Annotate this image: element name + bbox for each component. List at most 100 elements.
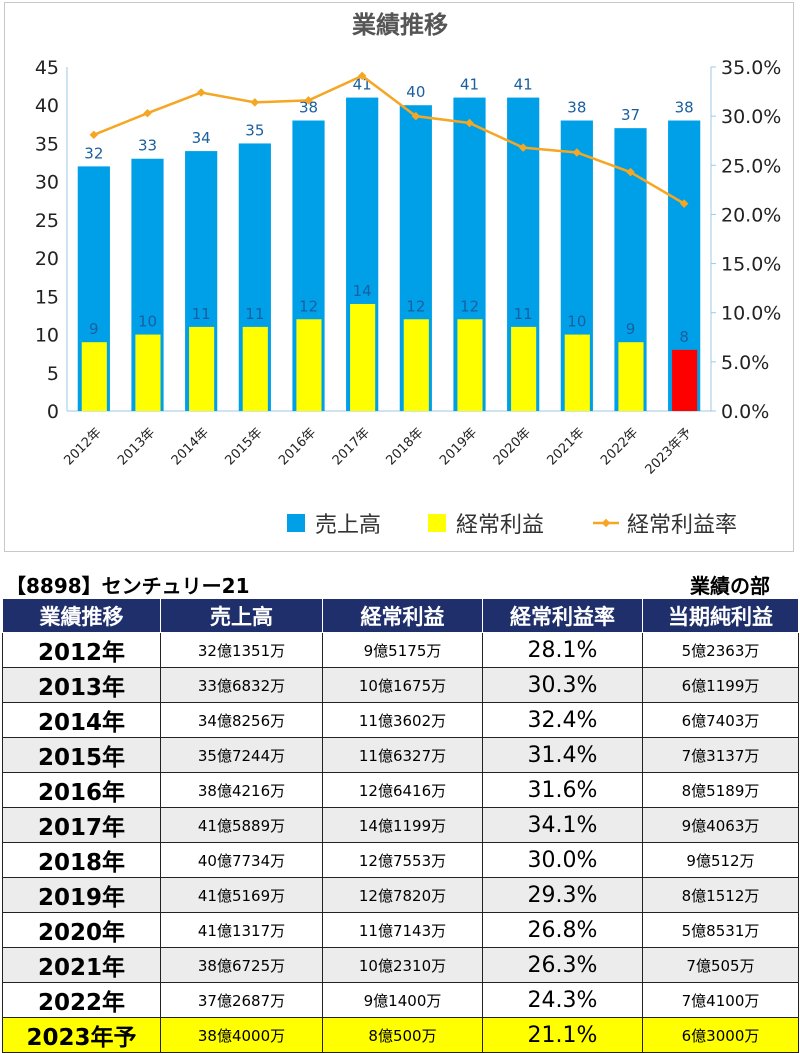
row-net-profit: 8億1512万 bbox=[642, 877, 799, 913]
chart-title: 業績推移 bbox=[352, 11, 448, 39]
sales-data-label: 32 bbox=[84, 144, 103, 162]
row-net-profit: 7億4100万 bbox=[642, 982, 799, 1018]
y-right-tick-label: 15.0% bbox=[721, 254, 781, 276]
ordinary-profit-bar bbox=[242, 326, 268, 411]
sales-data-label: 33 bbox=[138, 137, 157, 155]
row-year: 2018年 bbox=[2, 842, 161, 878]
sales-data-label: 38 bbox=[675, 99, 694, 117]
header-ordinary-profit: 経常利益 bbox=[322, 598, 483, 633]
ordinary-profit-rate-point bbox=[304, 96, 313, 105]
row-year: 2014年 bbox=[2, 702, 161, 738]
ordinary-profit-bar bbox=[189, 326, 215, 411]
row-sales: 38億6725万 bbox=[160, 947, 323, 983]
table-row: 2023年予 38億4000万 8億500万 21.1% 6億3000万 bbox=[2, 1017, 799, 1053]
table-header-row: 業績推移 売上高 経常利益 経常利益率 当期純利益 bbox=[2, 598, 799, 633]
row-year: 2016年 bbox=[2, 772, 161, 808]
x-tick-label: 2019年 bbox=[437, 425, 480, 468]
ordinary-profit-rate-point bbox=[89, 130, 99, 140]
ordinary-profit-data-label: 12 bbox=[406, 297, 425, 315]
legend-label-rate: 経常利益率 bbox=[627, 513, 737, 538]
row-ordinary-profit-rate: 32.4% bbox=[482, 702, 643, 738]
y-right-tick-label: 25.0% bbox=[721, 155, 781, 177]
table-row: 2021年 38億6725万 10億2310万 26.3% 7億505万 bbox=[2, 947, 799, 983]
legend-swatch-sales bbox=[287, 514, 305, 532]
y-right-tick-label: 20.0% bbox=[721, 204, 781, 226]
row-ordinary-profit-rate: 26.8% bbox=[482, 912, 643, 948]
row-ordinary-profit: 11億6327万 bbox=[322, 737, 483, 773]
ordinary-profit-data-label: 11 bbox=[514, 305, 533, 323]
table-row: 2018年 40億7734万 12億7553万 30.0% 9億512万 bbox=[2, 842, 799, 878]
y-left-tick-label: 30 bbox=[35, 172, 59, 194]
row-ordinary-profit-rate: 24.3% bbox=[482, 982, 643, 1018]
row-net-profit: 9億4063万 bbox=[642, 807, 799, 843]
sales-data-label: 38 bbox=[567, 99, 586, 117]
row-ordinary-profit-rate: 31.4% bbox=[482, 737, 643, 773]
row-ordinary-profit-rate: 34.1% bbox=[482, 807, 643, 843]
ordinary-profit-data-label: 11 bbox=[192, 305, 211, 323]
x-tick-label: 2012年 bbox=[61, 425, 104, 468]
row-net-profit: 6億3000万 bbox=[642, 1017, 799, 1053]
header-period: 業績推移 bbox=[2, 598, 161, 633]
row-ordinary-profit: 10億2310万 bbox=[322, 947, 483, 983]
legend-label-sales: 売上高 bbox=[315, 513, 381, 538]
ordinary-profit-rate-point bbox=[357, 71, 367, 81]
row-sales: 41億5169万 bbox=[160, 877, 323, 913]
x-tick-label: 2013年 bbox=[115, 425, 158, 468]
sales-data-label: 38 bbox=[299, 99, 318, 117]
performance-table: 業績推移 売上高 経常利益 経常利益率 当期純利益 2012年 32億1351万 9… bbox=[2, 598, 799, 1053]
table-row: 2014年 34億8256万 11億3602万 32.4% 6億7403万 bbox=[2, 702, 799, 738]
row-ordinary-profit-rate: 21.1% bbox=[482, 1017, 643, 1053]
row-ordinary-profit-rate: 29.3% bbox=[482, 877, 643, 913]
row-year: 2015年 bbox=[2, 737, 161, 773]
legend-label-ordinary-profit: 経常利益 bbox=[456, 513, 544, 538]
table-body: 2012年 32億1351万 9億5175万 28.1% 5億2363万 2013年 33億… bbox=[2, 632, 799, 1053]
row-ordinary-profit: 14億1199万 bbox=[322, 807, 483, 843]
ordinary-profit-bar bbox=[564, 334, 590, 411]
row-sales: 41億5889万 bbox=[160, 807, 323, 843]
y-left-tick-label: 45 bbox=[35, 57, 59, 79]
ordinary-profit-rate-point bbox=[250, 98, 260, 107]
x-tick-label: 2017年 bbox=[330, 425, 373, 468]
y-left-tick-label: 10 bbox=[35, 325, 59, 347]
ordinary-profit-data-label: 9 bbox=[626, 320, 636, 338]
row-ordinary-profit-rate: 30.3% bbox=[482, 667, 643, 703]
row-sales: 32億1351万 bbox=[160, 632, 323, 668]
row-year: 2013年 bbox=[2, 667, 161, 703]
ordinary-profit-rate-point bbox=[143, 108, 152, 118]
table-row: 2016年 38億4216万 12億6416万 31.6% 8億5189万 bbox=[2, 772, 799, 808]
x-tick-label: 2015年 bbox=[222, 425, 265, 468]
ordinary-profit-data-label: 10 bbox=[567, 313, 586, 331]
y-left-tick-label: 25 bbox=[35, 210, 59, 232]
table-row: 2017年 41億5889万 14億1199万 34.1% 9億4063万 bbox=[2, 807, 799, 843]
row-year: 2019年 bbox=[2, 877, 161, 913]
table-row: 2015年 35億7244万 11億6327万 31.4% 7億3137万 bbox=[2, 737, 799, 773]
row-year: 2022年 bbox=[2, 982, 161, 1018]
ordinary-profit-data-label: 11 bbox=[245, 305, 264, 323]
row-ordinary-profit: 9億5175万 bbox=[322, 632, 483, 668]
row-ordinary-profit: 12億7820万 bbox=[322, 877, 483, 913]
row-net-profit: 5億2363万 bbox=[642, 632, 799, 668]
ordinary-profit-bar bbox=[81, 342, 107, 411]
sales-data-label: 41 bbox=[460, 76, 479, 94]
row-net-profit: 5億8531万 bbox=[642, 912, 799, 948]
x-tick-label: 2014年 bbox=[169, 425, 212, 468]
ordinary-profit-bar bbox=[135, 334, 161, 411]
row-net-profit: 9億512万 bbox=[642, 842, 799, 878]
table-row: 2020年 41億1317万 11億7143万 26.8% 5億8531万 bbox=[2, 912, 799, 948]
row-year: 2023年予 bbox=[2, 1017, 161, 1053]
row-ordinary-profit: 11億3602万 bbox=[322, 702, 483, 738]
x-tick-label: 2020年 bbox=[491, 425, 534, 468]
ordinary-profit-bar bbox=[403, 319, 429, 411]
header-net-profit: 当期純利益 bbox=[642, 598, 799, 633]
row-net-profit: 7億505万 bbox=[642, 947, 799, 983]
row-year: 2012年 bbox=[2, 632, 161, 668]
row-ordinary-profit-rate: 26.3% bbox=[482, 947, 643, 983]
row-sales: 33億6832万 bbox=[160, 667, 323, 703]
row-ordinary-profit: 9億1400万 bbox=[322, 982, 483, 1018]
row-net-profit: 7億3137万 bbox=[642, 737, 799, 773]
row-ordinary-profit-rate: 30.0% bbox=[482, 842, 643, 878]
ordinary-profit-rate-line bbox=[93, 74, 685, 205]
row-ordinary-profit: 8億500万 bbox=[322, 1017, 483, 1053]
row-ordinary-profit-rate: 28.1% bbox=[482, 632, 643, 668]
ordinary-profit-bar bbox=[672, 349, 698, 411]
